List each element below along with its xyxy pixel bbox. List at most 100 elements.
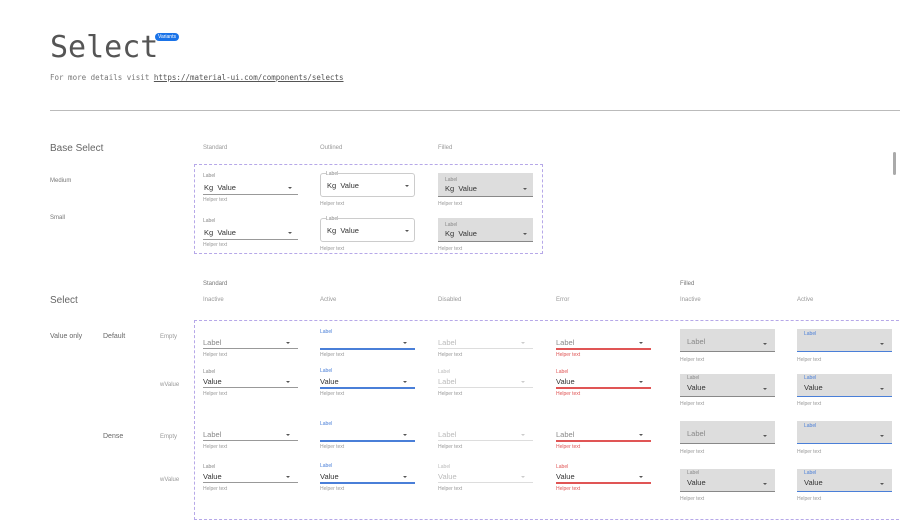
col-error: Error xyxy=(556,297,570,303)
select-inactive[interactable]: Label Value Helper text xyxy=(203,368,298,398)
select-error[interactable]: Label Helper text xyxy=(556,421,651,451)
field-label: Label xyxy=(326,171,339,177)
select-disabled: Label Label Helper text xyxy=(438,368,533,398)
outlined-select[interactable]: Label Kg Value Helper text xyxy=(320,216,415,252)
field-label: Label xyxy=(203,218,216,224)
field-label: Label xyxy=(203,369,216,375)
select-active[interactable]: Label Helper text xyxy=(320,421,415,451)
field-value: Kg Value xyxy=(327,181,359,190)
underline xyxy=(203,387,298,388)
filled-select[interactable]: Label Kg Value Helper text xyxy=(438,173,533,207)
select-inactive[interactable]: Label Helper text xyxy=(203,329,298,359)
filled-select-active[interactable]: Label Value Helper text xyxy=(797,463,892,502)
filled-select[interactable]: Label Kg Value Helper text xyxy=(438,218,533,252)
placeholder-text: Label xyxy=(203,430,222,439)
field-value: Value xyxy=(320,377,339,386)
page-title: Select xyxy=(50,30,159,65)
field-label: Label xyxy=(320,421,333,427)
select-error[interactable]: Label Value Helper text xyxy=(556,368,651,398)
standard-select[interactable]: Label Kg Value Helper text xyxy=(203,173,298,203)
scrollbar[interactable] xyxy=(893,152,896,175)
dropdown-arrow-icon xyxy=(880,435,884,437)
underline xyxy=(203,348,298,349)
field-value: Value xyxy=(556,377,575,386)
dropdown-arrow-icon xyxy=(403,342,407,344)
dropdown-arrow-icon xyxy=(639,476,643,478)
field-value: Kg Value xyxy=(204,228,236,237)
underline xyxy=(438,440,533,441)
filled-select-active[interactable]: Label Helper text xyxy=(797,421,892,455)
underline xyxy=(556,440,651,442)
select-error[interactable]: Label Helper text xyxy=(556,329,651,359)
value-text: Value xyxy=(340,226,359,235)
outline-box xyxy=(320,218,415,242)
helper-text: Helper text xyxy=(438,391,463,397)
dropdown-arrow-icon xyxy=(403,476,407,478)
field-value: Value xyxy=(320,472,339,481)
filled-box xyxy=(680,421,775,444)
col-active: Active xyxy=(320,297,337,303)
sub-dense: Dense xyxy=(103,433,124,440)
filled-select-inactive[interactable]: Label Value Helper text xyxy=(680,368,775,407)
col-inactive: Inactive xyxy=(203,297,224,303)
group-filled: Filled xyxy=(680,281,695,287)
col-disabled: Disabled xyxy=(438,297,462,303)
unit-prefix: Kg xyxy=(204,228,218,237)
filled-box xyxy=(797,329,892,352)
helper-text: Helper text xyxy=(680,449,705,455)
outlined-select[interactable]: Label Kg Value Helper text xyxy=(320,171,415,207)
dropdown-arrow-icon xyxy=(521,342,525,344)
select-error[interactable]: Label Value Helper text xyxy=(556,463,651,493)
dropdown-arrow-icon xyxy=(286,342,290,344)
field-label: Label xyxy=(203,464,216,470)
dropdown-arrow-icon xyxy=(880,388,884,390)
filled-box xyxy=(680,469,775,492)
filled-select-inactive[interactable]: Label Helper text xyxy=(680,421,775,455)
filled-select-inactive[interactable]: Label Value Helper text xyxy=(680,463,775,502)
filled-select-active[interactable]: Label Value Helper text xyxy=(797,368,892,407)
dropdown-arrow-icon xyxy=(405,185,409,187)
dropdown-arrow-icon xyxy=(639,434,643,436)
dropdown-arrow-icon xyxy=(763,483,767,485)
state-empty: Empty xyxy=(160,334,178,340)
dropdown-arrow-icon xyxy=(523,188,527,190)
filled-select-active[interactable]: Label Helper text xyxy=(797,329,892,363)
select-inactive[interactable]: Label Value Helper text xyxy=(203,463,298,493)
unit-prefix: Kg xyxy=(445,184,459,193)
unit-prefix: Kg xyxy=(327,181,341,190)
select-active[interactable]: Label Value Helper text xyxy=(320,463,415,493)
helper-text: Helper text xyxy=(320,486,345,492)
dropdown-arrow-icon xyxy=(288,232,292,234)
select-disabled: Label Value Helper text xyxy=(438,463,533,493)
value-text: Value xyxy=(217,228,236,237)
helper-text: Helper text xyxy=(680,496,705,502)
value-text: Value xyxy=(217,183,236,192)
field-label: Label xyxy=(438,464,451,470)
select-active[interactable]: Label Helper text xyxy=(320,329,415,359)
field-value: Value xyxy=(438,472,457,481)
select-inactive[interactable]: Label Helper text xyxy=(203,421,298,451)
underline xyxy=(320,440,415,442)
docs-link[interactable]: https://material-ui.com/components/selec… xyxy=(153,73,344,82)
field-value: Value xyxy=(804,383,823,392)
field-label: Label xyxy=(687,375,700,381)
dropdown-arrow-icon xyxy=(521,381,525,383)
field-value: Value xyxy=(203,472,222,481)
underline xyxy=(556,387,651,389)
field-label: Label xyxy=(804,423,817,429)
standard-select[interactable]: Label Kg Value Helper text xyxy=(203,218,298,248)
helper-text: Helper text xyxy=(556,391,581,397)
field-label: Label xyxy=(203,173,216,179)
helper-text: Helper text xyxy=(320,201,345,207)
dropdown-arrow-icon xyxy=(286,434,290,436)
placeholder-text: Label xyxy=(556,338,575,347)
field-label: Label xyxy=(320,463,333,469)
helper-text: Helper text xyxy=(680,357,705,363)
dropdown-arrow-icon xyxy=(523,233,527,235)
filled-select-inactive[interactable]: Label Helper text xyxy=(680,329,775,363)
select-active[interactable]: Label Value Helper text xyxy=(320,368,415,398)
field-label: Label xyxy=(445,222,458,228)
helper-text: Helper text xyxy=(556,486,581,492)
base-variants-frame xyxy=(194,164,543,254)
dropdown-arrow-icon xyxy=(405,230,409,232)
